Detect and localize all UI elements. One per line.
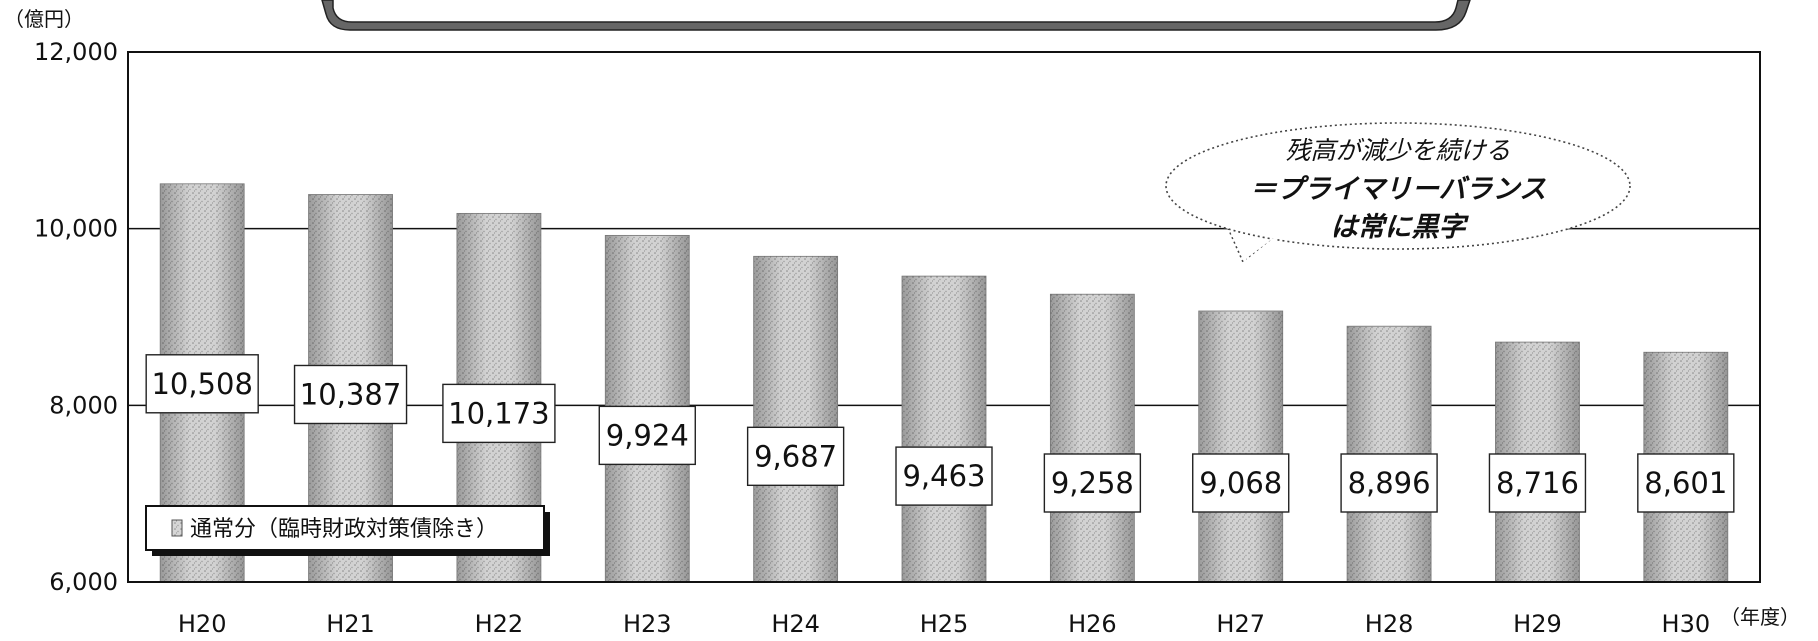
bar-shading bbox=[902, 276, 986, 582]
callout-line-2: ＝プライマリーバランス bbox=[1250, 174, 1546, 205]
data-label-value: 10,508 bbox=[151, 367, 252, 401]
x-tick-label: H24 bbox=[771, 610, 820, 638]
data-label: 8,896 bbox=[1340, 453, 1438, 513]
x-tick-label: H28 bbox=[1365, 610, 1414, 638]
data-label-value: 10,173 bbox=[448, 396, 549, 430]
y-tick-label: 8,000 bbox=[49, 391, 118, 419]
x-tick-label: H21 bbox=[326, 610, 375, 638]
data-label: 10,387 bbox=[293, 364, 408, 425]
data-label: 8,601 bbox=[1637, 453, 1735, 513]
x-tick-label: H20 bbox=[178, 610, 227, 638]
callout-line-1: 残高が減少を続ける bbox=[1285, 136, 1510, 165]
data-label-value: 9,463 bbox=[902, 459, 985, 493]
data-label-value: 8,601 bbox=[1644, 466, 1727, 500]
callout-line-3: は常に黒字 bbox=[1331, 212, 1470, 243]
y-tick-label: 10,000 bbox=[34, 215, 118, 243]
data-label-value: 9,068 bbox=[1199, 466, 1282, 500]
legend-swatch bbox=[171, 519, 183, 537]
data-label-value: 8,716 bbox=[1496, 466, 1579, 500]
legend-label: 通常分（臨時財政対策債除き） bbox=[190, 517, 498, 542]
plot-frame bbox=[127, 51, 1761, 583]
y-axis-ticks: 6,000 8,000 10,000 12,000 bbox=[34, 38, 118, 596]
x-unit-label: （年度） bbox=[1720, 605, 1800, 629]
data-label: 9,463 bbox=[895, 446, 993, 506]
x-tick-label: H23 bbox=[623, 610, 672, 638]
data-label: 9,068 bbox=[1192, 453, 1290, 513]
x-tick-label: H22 bbox=[475, 610, 524, 638]
data-label: 9,924 bbox=[598, 405, 696, 466]
x-axis-ticks: H20 H21 H22 H23 H24 H25 H26 H27 H28 H29 H30 bbox=[178, 610, 1710, 638]
bar-shading bbox=[1198, 310, 1283, 582]
data-label: 8,716 bbox=[1488, 453, 1587, 513]
data-label: 9,258 bbox=[1043, 453, 1142, 513]
callout-bubble: 残高が減少を続ける ＝プライマリーバランス は常に黒字 bbox=[1165, 122, 1631, 265]
data-label-value: 9,258 bbox=[1051, 466, 1134, 500]
data-label-value: 8,896 bbox=[1348, 466, 1431, 500]
x-tick-label: H30 bbox=[1662, 610, 1711, 638]
y-tick-label: 12,000 bbox=[34, 38, 118, 66]
data-label: 10,508 bbox=[145, 354, 259, 414]
data-label-value: 9,924 bbox=[606, 418, 689, 452]
top-banner-frame bbox=[321, 0, 1471, 31]
y-tick-label: 6,000 bbox=[49, 568, 118, 596]
x-tick-label: H25 bbox=[920, 610, 969, 638]
data-label: 9,687 bbox=[746, 426, 845, 487]
bar-shading bbox=[1050, 294, 1135, 582]
x-tick-label: H26 bbox=[1068, 610, 1117, 638]
x-tick-label: H29 bbox=[1513, 610, 1562, 638]
y-unit-label: （億円） bbox=[4, 7, 84, 31]
data-label: 10,173 bbox=[442, 383, 556, 444]
bar-shading bbox=[753, 256, 838, 582]
data-labels: 10,508 10,387 10,173 9,924 9,687 9,463 9,258 9,… bbox=[145, 354, 1735, 513]
data-label-value: 10,387 bbox=[300, 377, 401, 411]
x-tick-label: H27 bbox=[1216, 610, 1265, 638]
legend: 通常分（臨時財政対策債除き） bbox=[145, 505, 550, 556]
data-label-value: 9,687 bbox=[754, 439, 837, 473]
